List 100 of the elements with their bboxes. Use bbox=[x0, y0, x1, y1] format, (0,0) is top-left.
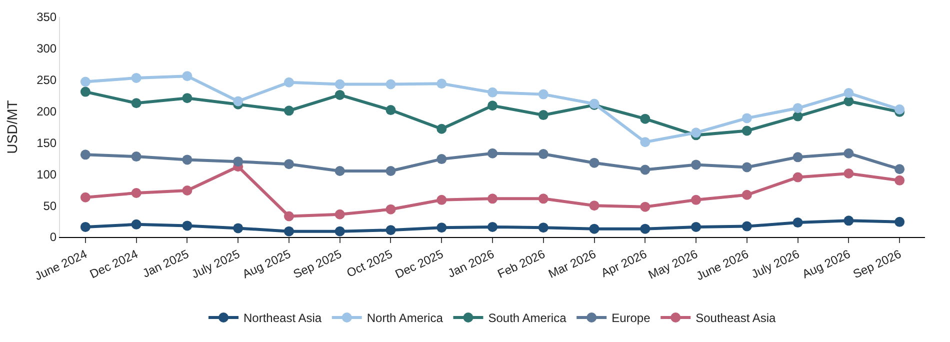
point bbox=[436, 194, 447, 205]
legend-label: Northeast Asia bbox=[244, 311, 322, 326]
x-tick-label: Sep 2025 bbox=[291, 246, 344, 282]
point bbox=[182, 93, 192, 104]
x-tick-label: Jan 2026 bbox=[446, 246, 497, 280]
point bbox=[233, 223, 244, 234]
point bbox=[488, 87, 498, 98]
point bbox=[894, 164, 905, 174]
point bbox=[488, 194, 498, 204]
point bbox=[80, 192, 90, 202]
point bbox=[233, 96, 244, 106]
point bbox=[386, 79, 396, 90]
point bbox=[742, 190, 752, 200]
point bbox=[386, 166, 396, 176]
legend-label: Europe bbox=[612, 311, 651, 326]
x-tick-label: Dec 2025 bbox=[392, 246, 446, 282]
point bbox=[284, 226, 294, 236]
point bbox=[131, 152, 142, 162]
x-tick-label: Aug 2026 bbox=[800, 246, 853, 282]
point bbox=[131, 72, 142, 83]
point bbox=[742, 113, 752, 124]
point bbox=[640, 224, 650, 234]
point bbox=[182, 185, 192, 196]
legend-label: North America bbox=[366, 311, 444, 326]
point bbox=[182, 154, 192, 165]
point bbox=[844, 148, 854, 158]
point bbox=[691, 222, 702, 232]
point bbox=[538, 110, 548, 120]
point bbox=[538, 149, 548, 160]
legend-label: Southeast Asia bbox=[696, 311, 776, 326]
point bbox=[284, 77, 294, 88]
x-tick-label: Aug 2025 bbox=[240, 246, 294, 282]
point bbox=[589, 200, 600, 211]
point bbox=[334, 226, 345, 236]
point bbox=[844, 88, 854, 98]
point bbox=[284, 159, 294, 170]
point bbox=[334, 166, 345, 176]
legend-label: South America bbox=[488, 311, 567, 326]
point bbox=[284, 211, 294, 222]
point bbox=[844, 168, 854, 179]
point bbox=[386, 225, 396, 236]
point bbox=[792, 218, 803, 228]
y-tick-label: 100 bbox=[36, 167, 57, 182]
point bbox=[334, 90, 345, 100]
point bbox=[538, 222, 548, 233]
y-tick-label: 150 bbox=[36, 136, 57, 150]
y-tick-label: 200 bbox=[36, 104, 57, 118]
point bbox=[488, 100, 498, 111]
point bbox=[640, 114, 650, 124]
y-tick-label: 0 bbox=[50, 230, 57, 244]
y-tick-label: 50 bbox=[43, 198, 57, 213]
point bbox=[131, 98, 142, 108]
point bbox=[640, 202, 650, 212]
x-tick-label: July 2025 bbox=[189, 246, 242, 282]
point bbox=[334, 209, 345, 220]
point bbox=[182, 220, 192, 231]
x-tick-label: June 2024 bbox=[32, 246, 90, 284]
point bbox=[80, 222, 90, 232]
point bbox=[691, 194, 702, 205]
point bbox=[386, 204, 396, 214]
point bbox=[742, 221, 752, 232]
point bbox=[589, 158, 600, 168]
x-tick-label: Oct 2025 bbox=[344, 246, 395, 280]
point bbox=[436, 222, 447, 233]
point bbox=[792, 103, 803, 114]
point bbox=[80, 86, 90, 97]
x-tick-label: Jan 2025 bbox=[140, 246, 192, 280]
point bbox=[894, 104, 905, 114]
x-tick-label: Feb 2026 bbox=[495, 246, 548, 281]
point bbox=[792, 172, 803, 182]
point bbox=[233, 156, 244, 167]
point bbox=[182, 71, 192, 82]
point bbox=[436, 154, 447, 164]
point bbox=[844, 216, 854, 226]
y-axis-title: USD/MT bbox=[4, 100, 20, 154]
point bbox=[334, 79, 345, 90]
y-tick-label: 300 bbox=[36, 42, 57, 56]
point bbox=[538, 89, 548, 100]
point bbox=[131, 188, 142, 198]
point bbox=[538, 194, 548, 204]
point bbox=[488, 148, 498, 158]
point bbox=[131, 219, 142, 230]
point bbox=[894, 175, 905, 186]
x-tick-label: Sep 2026 bbox=[850, 246, 904, 282]
x-tick-label: Dec 2024 bbox=[88, 246, 140, 282]
point bbox=[436, 78, 447, 89]
point bbox=[284, 106, 294, 116]
point bbox=[894, 216, 905, 227]
point bbox=[742, 162, 752, 172]
point bbox=[589, 224, 600, 234]
x-tick-label: July 2026 bbox=[749, 246, 802, 282]
point bbox=[691, 128, 702, 138]
point bbox=[436, 124, 447, 134]
point bbox=[742, 126, 752, 136]
point bbox=[792, 152, 803, 162]
point bbox=[640, 164, 650, 175]
point bbox=[386, 105, 396, 116]
x-tick-label: Mar 2026 bbox=[546, 246, 598, 281]
y-tick-label: 350 bbox=[36, 10, 57, 24]
x-tick-label: Apr 2026 bbox=[598, 246, 650, 280]
